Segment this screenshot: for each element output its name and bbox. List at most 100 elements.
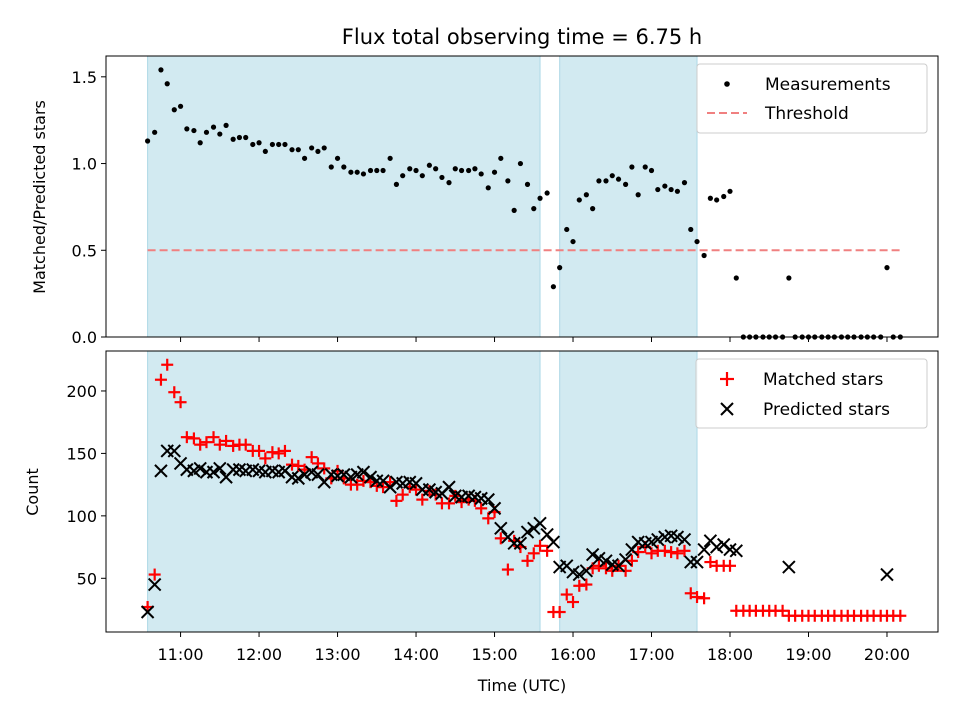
predicted-star-mark-b xyxy=(690,555,704,569)
matched-star-point xyxy=(501,563,514,576)
x-ticks xyxy=(180,337,888,342)
predicted-star-mark-b xyxy=(585,547,600,562)
matched-star-point xyxy=(684,587,697,600)
matched-star-point xyxy=(180,431,193,444)
measurement-point xyxy=(164,81,170,87)
predicted-star-mark-b xyxy=(684,555,698,569)
predicted-star-mark-b xyxy=(140,605,155,619)
predicted-star-mark-b xyxy=(265,464,280,478)
observing-window-1 xyxy=(147,55,541,338)
measurement-point xyxy=(184,126,190,132)
measurement-point xyxy=(262,148,268,155)
predicted-star-mark-b xyxy=(782,560,796,574)
predicted-star-point xyxy=(193,461,207,476)
predicted-star-mark-b xyxy=(376,474,390,488)
measurement-point xyxy=(662,183,668,189)
measurement-point xyxy=(505,178,511,184)
predicted-star-point xyxy=(670,530,685,544)
predicted-star-mark-b xyxy=(442,480,456,494)
predicted-star-mark-b xyxy=(363,470,378,484)
predicted-star-point xyxy=(507,536,521,551)
measurement-point xyxy=(407,166,413,172)
legend-label-matched: Matched stars xyxy=(763,370,883,390)
matched-star-point xyxy=(292,459,305,472)
predicted-star-mark-b xyxy=(167,444,181,458)
predicted-star-mark-b xyxy=(370,474,384,488)
predicted-star-mark-b xyxy=(154,464,168,478)
measurement-point xyxy=(334,155,341,161)
measurement-point xyxy=(433,166,439,172)
measurement-point xyxy=(177,103,184,109)
predicted-star-mark-b xyxy=(173,456,188,471)
matched-star-point xyxy=(573,579,586,592)
predicted-star-mark-b xyxy=(487,501,502,516)
legend: Matched stars Predicted stars xyxy=(695,358,928,429)
predicted-star-mark-b xyxy=(605,557,619,572)
y-tick-label: 0.5 xyxy=(72,241,97,260)
predicted-star-point xyxy=(442,480,456,494)
measurement-point xyxy=(367,167,374,174)
matched-star-point xyxy=(658,544,671,557)
predicted-star-point xyxy=(481,492,495,507)
measurement-point xyxy=(615,176,622,182)
matched-star-point xyxy=(161,358,174,371)
predicted-star-point xyxy=(880,567,894,582)
matched-star-point xyxy=(311,457,324,470)
predicted-star-mark-b xyxy=(147,577,162,592)
matched-star-point xyxy=(645,547,658,560)
predicted-star-point xyxy=(356,465,371,479)
predicted-star-mark-b xyxy=(409,476,423,491)
legend-label-measurements: Measurements xyxy=(765,75,891,95)
matched-star-point xyxy=(527,547,540,560)
x-tick-label: 16:00 xyxy=(550,645,596,664)
predicted-star-mark-b xyxy=(566,565,580,579)
matched-star-point xyxy=(318,462,331,475)
measurement-point xyxy=(309,145,315,151)
measurement-point xyxy=(191,127,197,134)
matched-star-point xyxy=(174,396,187,409)
y-ticks: 0.0 0.5 1.0 1.5 xyxy=(72,68,106,347)
measurement-point xyxy=(681,180,688,186)
measurement-point xyxy=(576,197,582,203)
predicted-star-point xyxy=(513,536,528,551)
measurement-point xyxy=(315,148,321,155)
y-tick-label: 0.0 xyxy=(72,328,97,347)
measurement-point xyxy=(786,275,792,281)
predicted-star-mark-b xyxy=(291,471,306,486)
measurement-point xyxy=(230,136,236,142)
y-tick-label: 150 xyxy=(66,444,97,463)
measurement-point xyxy=(511,207,517,213)
predicted-star-point xyxy=(337,467,351,482)
measurement-point xyxy=(250,141,256,148)
predicted-star-point xyxy=(690,555,704,569)
predicted-star-mark-b xyxy=(226,462,240,477)
measurement-point xyxy=(223,122,229,128)
measurement-point xyxy=(341,164,347,170)
measurement-point xyxy=(354,169,360,175)
predicted-star-mark-b xyxy=(677,532,692,547)
matched-star-point xyxy=(278,444,291,457)
observing-window-2 xyxy=(559,55,698,338)
measurement-point xyxy=(301,155,308,161)
predicted-star-mark-b xyxy=(468,490,482,504)
predicted-star-mark-b xyxy=(246,462,260,477)
axes-frame xyxy=(105,55,939,338)
predicted-star-mark-b xyxy=(403,475,417,489)
matched-star-point xyxy=(390,494,403,507)
matched-star-point xyxy=(724,559,736,572)
predicted-star-mark-b xyxy=(232,462,247,477)
predicted-star-point xyxy=(618,552,633,567)
measurement-point xyxy=(197,140,203,146)
measurement-point xyxy=(276,141,282,148)
predicted-star-mark-b xyxy=(252,464,266,478)
y-tick-label: 100 xyxy=(66,507,97,526)
x-tick-label: 18:00 xyxy=(707,645,753,664)
measurement-point xyxy=(171,107,177,113)
measurement-point xyxy=(721,193,727,200)
predicted-star-mark-b xyxy=(651,532,665,547)
matched-star-point xyxy=(599,562,612,575)
legend-box xyxy=(695,358,928,429)
predicted-star-point xyxy=(147,577,162,592)
measurement-point xyxy=(458,167,465,174)
measurement-point xyxy=(498,155,504,161)
